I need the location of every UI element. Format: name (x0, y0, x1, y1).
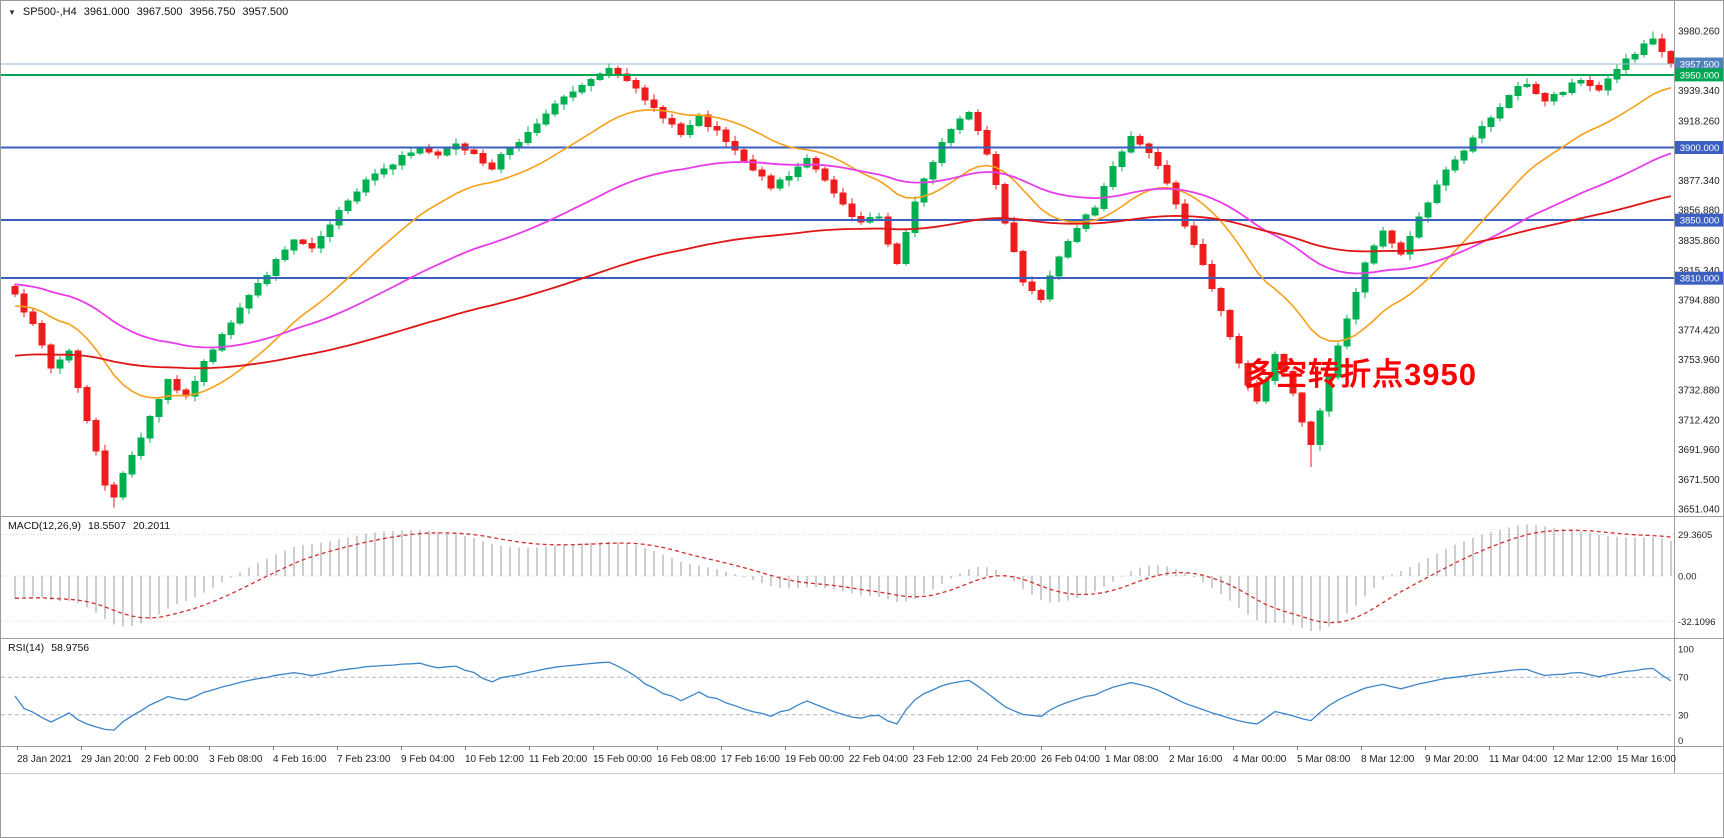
price-tick-label: 3877.340 (1678, 176, 1720, 187)
price-badge-label: 3950.000 (1680, 70, 1720, 81)
time-axis[interactable]: 28 Jan 2021 29 Jan 20:00 2 Feb 00:00 3 Feb … (17, 746, 1676, 765)
price-badge (1675, 57, 1723, 71)
ohlc-high: 3967.500 (136, 6, 183, 18)
chart-header: ▼ SP500-,H4 3961.000 3967.500 3956.750 3… (8, 6, 288, 18)
price-tick-label: 3794.880 (1678, 296, 1720, 307)
rsi-value: 58.9756 (51, 642, 90, 654)
price-tick-label: 3753.960 (1678, 355, 1720, 366)
price-axis[interactable]: 3980.260 3939.340 3918.260 3877.340 3856.880… (1675, 27, 1724, 748)
price-tick-label: 3712.420 (1678, 415, 1720, 426)
macd-tick-label: 0.00 (1678, 572, 1697, 583)
ma-medium-line (14, 152, 1672, 349)
price-tick-label: 3691.960 (1678, 445, 1720, 456)
time-tick-label: 28 Jan 2021 (17, 754, 72, 765)
time-tick-label: 16 Feb 08:00 (657, 754, 716, 765)
price-badge (1675, 68, 1723, 82)
price-tick-label: 3918.260 (1678, 117, 1720, 128)
time-tick-label: 17 Feb 16:00 (721, 754, 780, 765)
price-badge-label: 3850.000 (1680, 216, 1720, 227)
price-badge-label: 3957.500 (1680, 60, 1720, 71)
time-tick-label: 19 Feb 00:00 (785, 754, 844, 765)
price-tick-label: 3651.040 (1678, 505, 1720, 516)
price-badge (1675, 141, 1723, 154)
time-tick-label: 2 Feb 00:00 (145, 754, 199, 765)
time-tick-label: 4 Feb 16:00 (273, 754, 327, 765)
price-badge-label: 3810.000 (1680, 274, 1720, 285)
macd-tick-label: -32.1096 (1678, 617, 1716, 628)
price-tick-label: 3732.880 (1678, 386, 1720, 397)
macd-header: MACD(12,26,9) 18.5507 20.2011 (8, 520, 170, 532)
macd-tick-label: 29.3605 (1678, 530, 1712, 541)
price-tick-label: 3939.340 (1678, 86, 1720, 97)
macd-signal-value: 20.2011 (132, 520, 171, 532)
time-tick-label: 23 Feb 12:00 (913, 754, 972, 765)
time-tick-label: 3 Feb 08:00 (209, 754, 263, 765)
rsi-tick-label: 0 (1678, 736, 1683, 747)
time-tick-label: 4 Mar 00:00 (1233, 754, 1287, 765)
price-tick-label: 3671.500 (1678, 475, 1720, 486)
ohlc-low: 3956.750 (189, 6, 236, 18)
time-tick-label: 5 Mar 08:00 (1297, 754, 1351, 765)
price-tick-label: 3774.420 (1678, 325, 1720, 336)
macd-histogram (14, 524, 1672, 631)
time-tick-label: 2 Mar 16:00 (1169, 754, 1223, 765)
macd-main-value: 18.5507 (87, 520, 126, 532)
time-tick-label: 15 Mar 16:00 (1617, 754, 1676, 765)
rsi-header: RSI(14) 58.9756 (8, 642, 89, 654)
time-tick-label: 10 Feb 12:00 (465, 754, 524, 765)
price-badge-label: 3900.000 (1680, 143, 1720, 154)
time-tick-label: 12 Mar 12:00 (1553, 754, 1612, 765)
rsi-panel[interactable] (1, 661, 1674, 731)
time-tick-label: 9 Mar 20:00 (1425, 754, 1479, 765)
price-badge (1675, 213, 1723, 227)
time-tick-label: 24 Feb 20:00 (977, 754, 1036, 765)
symbol-dropdown-icon[interactable]: ▼ (8, 8, 16, 17)
main-price-panel[interactable] (1, 31, 1674, 508)
ohlc-close: 3957.500 (242, 6, 289, 18)
ma-fast-line (14, 87, 1672, 399)
price-tick-label: 3835.860 (1678, 236, 1720, 247)
time-tick-label: 7 Feb 23:00 (337, 754, 391, 765)
panel-frame (1, 1, 1723, 774)
price-tick-label: 3856.880 (1678, 206, 1720, 217)
ohlc-open: 3961.000 (83, 6, 130, 18)
candles-layer (11, 31, 1674, 508)
rsi-line (14, 661, 1672, 731)
rsi-tick-label: 100 (1678, 645, 1694, 656)
rsi-indicator-label: RSI(14) (8, 642, 45, 654)
time-tick-label: 15 Feb 00:00 (593, 754, 652, 765)
price-tick-label: 3815.340 (1678, 266, 1720, 277)
macd-panel[interactable] (1, 524, 1674, 631)
time-tick-label: 11 Feb 20:00 (529, 754, 588, 765)
macd-signal-line (14, 529, 1672, 624)
time-tick-label: 1 Mar 08:00 (1105, 754, 1159, 765)
ma-slow-line (14, 195, 1672, 370)
time-tick-label: 26 Feb 04:00 (1041, 754, 1100, 765)
annotation-text: 多空转折点3950 (1244, 357, 1477, 392)
price-tick-label: 3980.260 (1678, 27, 1720, 38)
horizontal-lines-layer[interactable] (1, 63, 1674, 280)
symbol-period-title: SP500-,H4 (22, 6, 77, 18)
price-badge (1675, 271, 1723, 285)
macd-indicator-label: MACD(12,26,9) (8, 520, 81, 532)
time-tick-label: 8 Mar 12:00 (1361, 754, 1415, 765)
rsi-tick-label: 30 (1678, 710, 1689, 721)
rsi-tick-label: 70 (1678, 673, 1689, 684)
time-tick-label: 9 Feb 04:00 (401, 754, 455, 765)
time-tick-label: 11 Mar 04:00 (1489, 754, 1548, 765)
time-tick-label: 29 Jan 20:00 (81, 754, 139, 765)
time-tick-label: 22 Feb 04:00 (849, 754, 908, 765)
